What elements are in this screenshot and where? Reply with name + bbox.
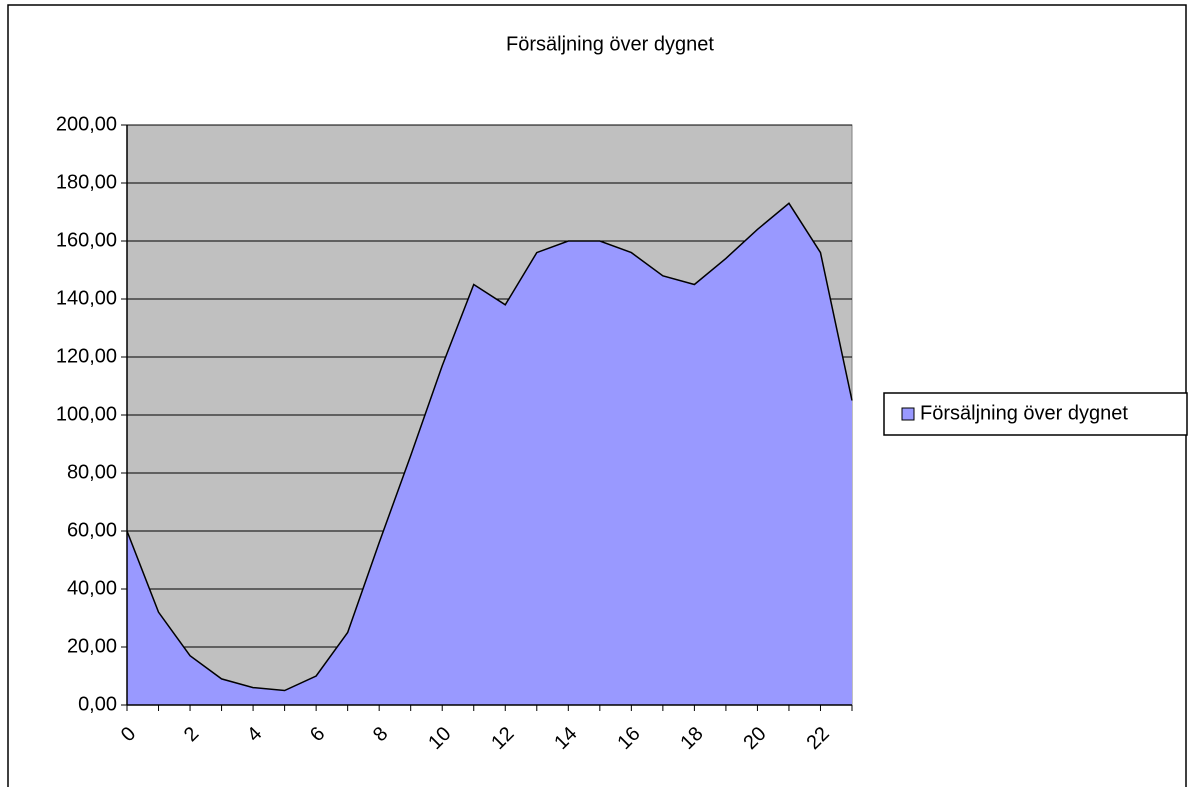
area-line (126, 202, 853, 692)
y-tick-label: 100,00 (56, 403, 117, 425)
y-tick-label: 120,00 (56, 345, 117, 367)
y-tick-label: 20,00 (67, 635, 117, 657)
y-tick-label: 160,00 (56, 229, 117, 251)
y-tick-label: 140,00 (56, 287, 117, 309)
legend (883, 392, 1188, 436)
area (127, 203, 852, 706)
chart-title: Försäljning över dygnet (506, 33, 714, 55)
y-tick-label: 80,00 (67, 461, 117, 483)
y-tick-label: 200,00 (56, 113, 117, 135)
y-tick-label: 180,00 (56, 171, 117, 193)
legend-swatch (901, 407, 915, 421)
y-tick-label: 0,00 (78, 693, 117, 715)
y-tick-label: 60,00 (67, 519, 117, 541)
legend-label: Försäljning över dygnet (920, 402, 1128, 424)
y-tick-label: 40,00 (67, 577, 117, 599)
